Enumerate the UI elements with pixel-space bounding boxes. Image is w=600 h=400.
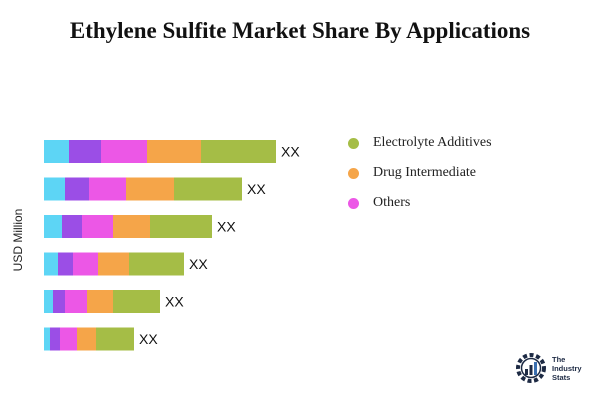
bar-6-segment-3 [60,327,77,351]
bar-4-segment-2 [58,252,73,276]
legend-label-drug-intermediate: Drug Intermediate [373,165,477,180]
bar-6-segment-2 [50,327,60,351]
bar-5-segment-2 [53,290,65,313]
bar-4-segment-4 [98,252,129,276]
bar-6-value-label: XX [139,331,158,347]
logo-line-2: Industry [552,363,582,373]
legend: Electrolyte Additives Drug Intermediate … [348,128,492,218]
chart-title: Ethylene Sulfite Market Share By Applica… [69,18,531,43]
bar-3-value-label: XX [217,219,236,235]
bar-2-segment-2 [65,177,89,201]
bar-2-segment-4 [126,177,174,201]
bar-6-segment-5 [96,327,134,351]
logo-line-3: Stats [552,372,571,382]
legend-item-electrolyte-additives: Electrolyte Additives [348,128,492,158]
bar-6-segment-1 [44,327,50,351]
brand-logo: The Industry Stats [514,350,582,386]
bar-3-segment-1 [44,215,62,238]
bar-3-segment-4 [113,215,150,238]
bar-2-segment-1 [44,177,65,201]
bar-4-value-label: XX [189,256,208,272]
legend-label-others: Others [373,195,411,210]
bar-2-segment-3 [89,177,126,201]
legend-swatch-electrolyte-additives [348,137,359,149]
bar-3-segment-2 [62,215,82,238]
bar-6-segment-4 [77,327,96,351]
bar-1-segment-2 [69,140,101,163]
bar-5-segment-1 [44,290,53,313]
gear-icon [516,353,546,383]
legend-swatch-others [348,197,359,209]
bar-4-segment-5 [129,252,184,276]
bar-1-segment-3 [101,140,147,163]
bar-1-value-label: XX [281,144,300,160]
bar-5-segment-3 [65,290,87,313]
bar-1-segment-1 [44,140,69,163]
bar-5-segment-4 [87,290,113,313]
bar-3-segment-5 [150,215,212,238]
bar-1-segment-5 [201,140,276,163]
bar-4-segment-1 [44,252,58,276]
bar-3-segment-3 [82,215,113,238]
bar-5-segment-5 [113,290,160,313]
bar-4-segment-3 [73,252,98,276]
bar-5-value-label: XX [165,294,184,310]
bar-1-segment-4 [147,140,201,163]
bar-2-segment-5 [174,177,242,201]
logo-line-1: The [552,354,566,364]
legend-swatch-drug-intermediate [348,167,359,179]
legend-item-drug-intermediate: Drug Intermediate [348,158,492,188]
legend-item-others: Others [348,188,492,218]
bar-2-value-label: XX [247,181,266,197]
legend-label-electrolyte-additives: Electrolyte Additives [373,135,492,150]
